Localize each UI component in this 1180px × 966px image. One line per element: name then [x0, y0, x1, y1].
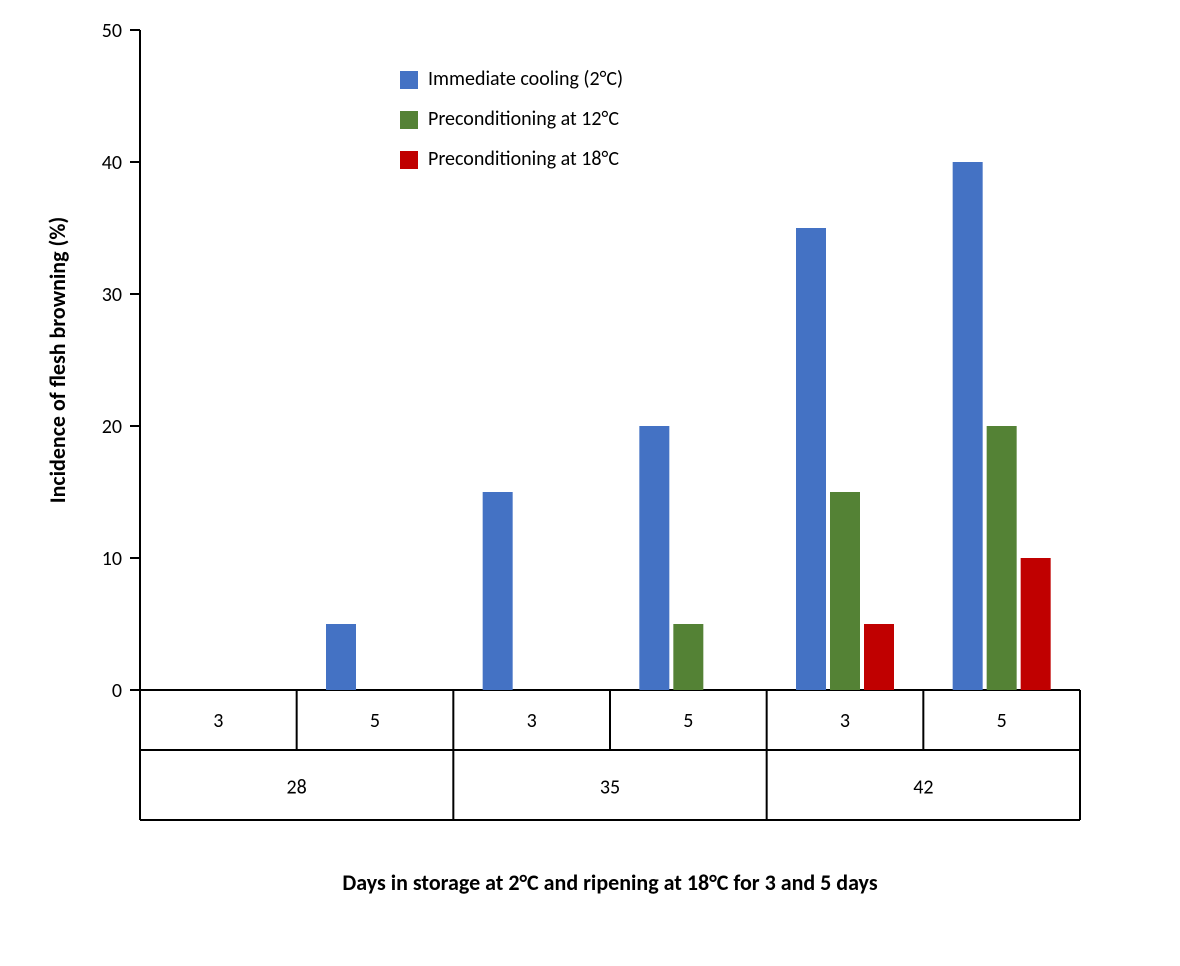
bar [830, 492, 860, 690]
y-tick-label: 10 [102, 547, 122, 571]
legend-swatch [400, 111, 418, 129]
bar [987, 426, 1017, 690]
bar [673, 624, 703, 690]
x-sub-label: 5 [997, 709, 1007, 733]
y-axis-label: Incidence of flesh browning (%) [44, 217, 71, 504]
legend-label: Preconditioning at 12°C [428, 107, 619, 131]
legend-swatch [400, 151, 418, 169]
x-sub-label: 3 [840, 709, 850, 733]
bar [864, 624, 894, 690]
y-tick-label: 0 [112, 679, 122, 703]
x-sub-label: 5 [683, 709, 693, 733]
bar [639, 426, 669, 690]
y-tick-label: 30 [102, 283, 122, 307]
bar [483, 492, 513, 690]
x-sub-label: 5 [370, 709, 380, 733]
x-sub-label: 3 [527, 709, 537, 733]
bar [1021, 558, 1051, 690]
chart-container: 01020304050352835353542Incidence of fles… [0, 0, 1180, 966]
x-axis-label: Days in storage at 2°C and ripening at 1… [342, 869, 877, 896]
bar [796, 228, 826, 690]
legend-label: Immediate cooling (2°C) [428, 67, 623, 91]
x-sub-label: 3 [213, 709, 223, 733]
legend-swatch [400, 71, 418, 89]
legend-label: Preconditioning at 18°C [428, 147, 619, 171]
x-group-label: 28 [287, 775, 307, 799]
y-tick-label: 20 [102, 415, 122, 439]
y-tick-label: 50 [102, 19, 122, 43]
bar-chart: 01020304050352835353542Incidence of fles… [0, 0, 1180, 966]
bar [953, 162, 983, 690]
y-tick-label: 40 [102, 151, 122, 175]
bar [326, 624, 356, 690]
x-group-label: 42 [913, 775, 933, 799]
x-group-label: 35 [600, 775, 620, 799]
